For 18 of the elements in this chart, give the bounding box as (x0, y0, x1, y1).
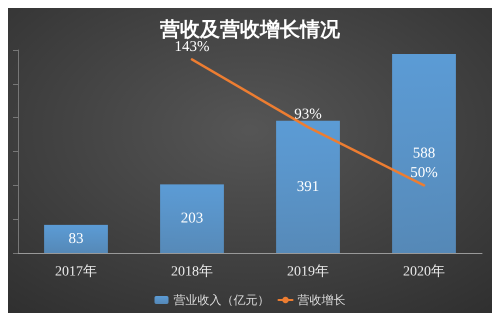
legend-label: 营收增长 (298, 293, 346, 307)
bar (44, 224, 108, 253)
data-label: 203 (180, 210, 204, 227)
chart-title: 营收及营收增长情况 (159, 17, 341, 41)
x-tick-label: 2020年 (403, 264, 445, 280)
data-label: 93% (294, 106, 322, 123)
data-label: 143% (174, 38, 210, 55)
data-label: 391 (296, 178, 320, 195)
x-tick-label: 2018年 (171, 264, 213, 280)
x-tick-label: 2017年 (55, 264, 97, 280)
bar (392, 54, 456, 253)
x-tick-label: 2019年 (287, 264, 329, 280)
bar (160, 184, 224, 253)
data-label: 83 (68, 230, 84, 247)
data-label: 588 (412, 146, 436, 162)
legend-label: 营业收入（亿元） (174, 293, 270, 307)
bar (276, 120, 340, 253)
data-label: 50% (410, 164, 438, 181)
